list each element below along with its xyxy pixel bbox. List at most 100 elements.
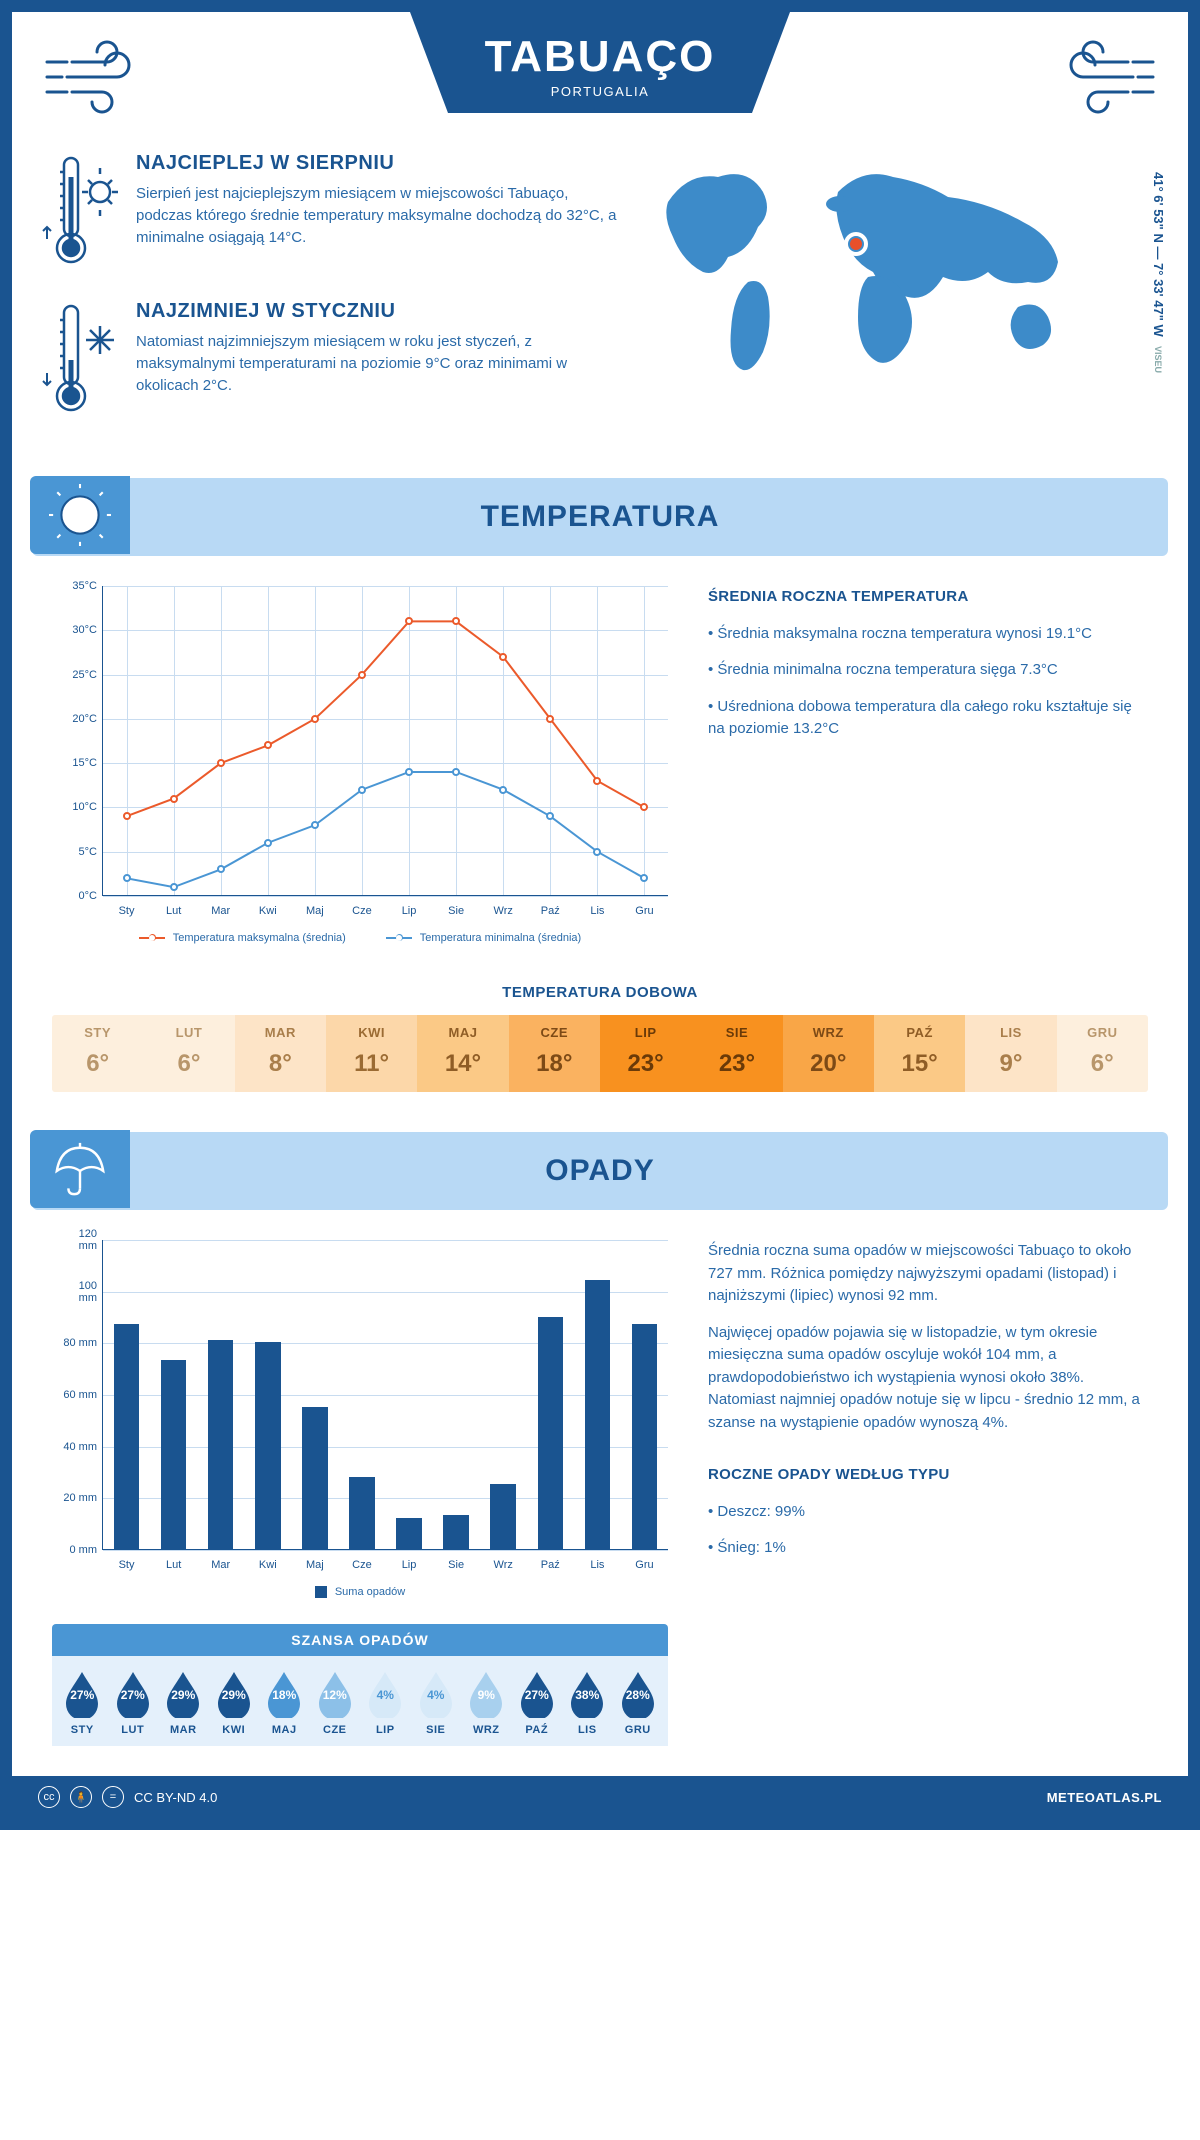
ytick: 10°C (63, 801, 97, 813)
temp-side-l1: • Średnia maksymalna roczna temperatura … (708, 623, 1148, 646)
ytick: 5°C (63, 846, 97, 858)
bar (255, 1342, 280, 1549)
raindrop-icon: 12% (315, 1670, 355, 1718)
footer-license: cc 🧍 = CC BY-ND 4.0 (38, 1786, 217, 1808)
rain-chance-cell: 28%GRU (614, 1670, 663, 1736)
daily-value: 9° (965, 1050, 1056, 1078)
rain-chance-month: PAŹ (513, 1724, 562, 1736)
rain-chance-month: MAR (159, 1724, 208, 1736)
daily-value: 6° (143, 1050, 234, 1078)
data-point (452, 768, 460, 776)
daily-value: 8° (235, 1050, 326, 1078)
footer: cc 🧍 = CC BY-ND 4.0 METEOATLAS.PL (12, 1776, 1188, 1818)
ytick: 40 mm (63, 1441, 97, 1453)
daily-cell: LUT 6° (143, 1015, 234, 1092)
umbrella-icon (30, 1130, 130, 1208)
daily-month: KWI (326, 1025, 417, 1040)
daily-value: 11° (326, 1050, 417, 1078)
bar (490, 1484, 515, 1549)
ytick: 100 mm (63, 1280, 97, 1304)
rain-chart-row: Opady 0 mm20 mm40 mm60 mm80 mm100 mm120 … (12, 1240, 1188, 1776)
bar (208, 1340, 233, 1549)
xtick: Mar (211, 1559, 230, 1571)
daily-value: 6° (52, 1050, 143, 1078)
xtick: Lis (590, 1559, 604, 1571)
daily-cell: PAŹ15° (874, 1015, 965, 1092)
xtick: Wrz (494, 905, 513, 917)
drop-value: 29% (171, 1688, 195, 1702)
daily-month: LIP (600, 1025, 691, 1040)
thermometer-cold-icon (42, 300, 122, 420)
infographic-container: TABUAÇO PORTUGALIA (0, 0, 1200, 1830)
ytick: 20°C (63, 713, 97, 725)
rain-chance-cell: 29% MAR (159, 1670, 208, 1736)
legend-max-label: Temperatura maksymalna (średnia) (173, 932, 346, 944)
temp-side-l3: • Uśredniona dobowa temperatura dla całe… (708, 696, 1148, 741)
daily-value: 15° (874, 1050, 965, 1078)
intro-row: NAJCIEPLEJ W SIERPNIU Sierpień jest najc… (12, 122, 1188, 468)
daily-value: 23° (600, 1050, 691, 1078)
rain-title: OPADY (545, 1154, 654, 1187)
daily-cell: LIP 23° (600, 1015, 691, 1092)
daily-month: STY (52, 1025, 143, 1040)
rain-chance-month: LIP (361, 1724, 410, 1736)
daily-month: CZE (509, 1025, 600, 1040)
city-name: TABUAÇO (410, 32, 790, 82)
daily-month: LUT (143, 1025, 234, 1040)
map-container: 41° 6' 53" N — 7° 33' 47" W VISEU (638, 152, 1158, 448)
drop-value: 27% (121, 1688, 145, 1702)
data-point (311, 821, 319, 829)
xtick: Sty (119, 905, 135, 917)
raindrop-icon: 4% (416, 1670, 456, 1718)
xtick: Sty (119, 1559, 135, 1571)
temp-side-title: ŚREDNIA ROCZNA TEMPERATURA (708, 586, 1148, 609)
coordinates: 41° 6' 53" N — 7° 33' 47" W VISEU (1151, 172, 1166, 373)
rain-chance-cell: 38%LIS (563, 1670, 612, 1736)
bar (114, 1324, 139, 1549)
coords-value: 41° 6' 53" N — 7° 33' 47" W (1151, 172, 1166, 337)
rain-chance-month: STY (58, 1724, 107, 1736)
ytick: 30°C (63, 624, 97, 636)
data-point (452, 617, 460, 625)
rain-chance-month: WRZ (462, 1724, 511, 1736)
xtick: Lip (402, 1559, 417, 1571)
bar (538, 1317, 563, 1550)
raindrop-icon: 9% (466, 1670, 506, 1718)
daily-value: 23° (691, 1050, 782, 1078)
legend-max: Temperatura maksymalna (średnia) (139, 932, 346, 944)
temp-side-text: ŚREDNIA ROCZNA TEMPERATURA • Średnia mak… (708, 586, 1148, 944)
header-row: TABUAÇO PORTUGALIA (12, 12, 1188, 122)
daily-cell: KWI 11° (326, 1015, 417, 1092)
data-point (358, 786, 366, 794)
xtick: Gru (635, 1559, 653, 1571)
coldest-title: NAJZIMNIEJ W STYCZNIU (136, 300, 618, 323)
xtick: Cze (352, 905, 372, 917)
sun-icon (30, 476, 130, 554)
drop-value: 27% (70, 1688, 94, 1702)
ytick: 0 mm (63, 1544, 97, 1556)
data-point (499, 786, 507, 794)
raindrop-icon: 18% (264, 1670, 304, 1718)
coldest-block: NAJZIMNIEJ W STYCZNIU Natomiast najzimni… (42, 300, 618, 420)
xtick: Lut (166, 1559, 181, 1571)
drop-value: 27% (525, 1688, 549, 1702)
rain-chance-month: KWI (210, 1724, 259, 1736)
rain-chance-cell: 29% KWI (210, 1670, 259, 1736)
xtick: Lip (402, 905, 417, 917)
rain-type-l2: • Śnieg: 1% (708, 1537, 1148, 1560)
drop-value: 29% (222, 1688, 246, 1702)
bar (349, 1477, 374, 1549)
ytick: 60 mm (63, 1389, 97, 1401)
daily-cell: CZE18° (509, 1015, 600, 1092)
ytick: 20 mm (63, 1492, 97, 1504)
daily-month: LIS (965, 1025, 1056, 1040)
bar (585, 1280, 610, 1549)
legend-rain: Suma opadów (315, 1586, 405, 1598)
data-point (593, 848, 601, 856)
cc-icon: cc (38, 1786, 60, 1808)
title-banner: TABUAÇO PORTUGALIA (410, 12, 790, 113)
xtick: Lut (166, 905, 181, 917)
raindrop-icon: 38% (567, 1670, 607, 1718)
rain-section-header: OPADY (32, 1132, 1168, 1210)
data-point (640, 803, 648, 811)
